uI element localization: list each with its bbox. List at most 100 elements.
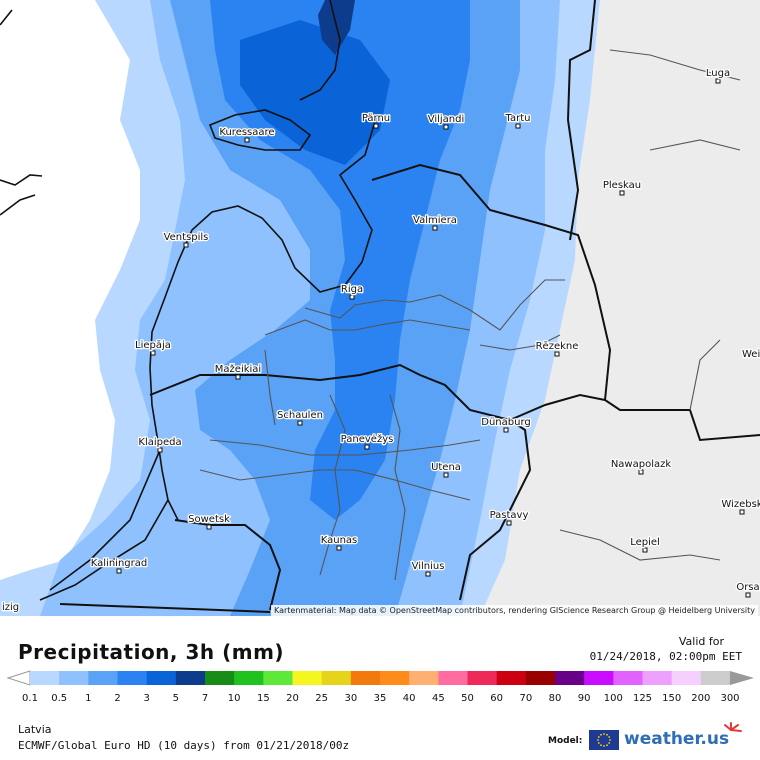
scale-swatch	[30, 671, 60, 685]
city-marker	[373, 123, 379, 129]
city-pleskau: Pleskau	[602, 179, 642, 196]
city-label: Pastavy	[490, 510, 529, 521]
city-label: Riga	[341, 284, 363, 295]
city-label: Nawapolazk	[611, 459, 672, 470]
city-label: Vilnius	[412, 561, 445, 572]
color-scale: 0.1 0.5 1 2 3 5 7 10 15 20 25 30 35 40 45 50 60 70 80 90 100…	[6, 670, 754, 704]
model-run-info: ECMWF/Global Euro HD (10 days) from 01/2…	[18, 739, 350, 752]
scale-label: 60	[490, 693, 503, 704]
eu-flag-icon	[589, 730, 619, 750]
city-marker	[503, 427, 509, 433]
city-marker	[150, 350, 156, 356]
city-pastavy: Pastavy	[488, 509, 530, 526]
coastlines	[0, 0, 377, 601]
scale-label: 0.5	[51, 693, 67, 704]
city-utena: Utena	[430, 461, 462, 478]
scale-swatch	[263, 671, 293, 685]
city-label: Orsa	[736, 582, 759, 593]
city-marker	[554, 351, 560, 357]
scale-label: 20	[286, 693, 299, 704]
city-marker	[432, 225, 438, 231]
scale-label: 50	[461, 693, 474, 704]
scale-swatch	[642, 671, 673, 685]
scale-swatch	[117, 671, 148, 685]
city-label: Ventspils	[164, 232, 209, 243]
sun-rays-icon	[724, 722, 742, 732]
city-kaunas: Kaunas	[319, 534, 359, 551]
city-wizebsk: Wizebsk	[720, 498, 760, 515]
scale-label: 150	[662, 693, 681, 704]
region-name: Latvia	[18, 723, 52, 736]
city-label: Lepiel	[630, 537, 660, 548]
city-marker	[443, 124, 449, 130]
city-vilnius: Vilnius	[410, 560, 446, 577]
partial-city-label: Wei	[742, 349, 760, 360]
partial-city-label: izig	[2, 602, 19, 613]
scale-label: 80	[549, 693, 562, 704]
city-marker	[244, 137, 250, 143]
city-marker	[116, 568, 122, 574]
city-kaliningrad: Kaliningrad	[89, 557, 149, 574]
city-marker	[638, 469, 644, 475]
legend-panel: Precipitation, 3h (mm) Valid for 01/24/2…	[0, 616, 760, 760]
model-label: Model:	[548, 736, 583, 746]
city-marker	[745, 592, 751, 598]
scale-label: 1	[85, 693, 91, 704]
city-ma-eikiai: Mažeikiai	[213, 362, 263, 380]
city-label: Kuressaare	[219, 127, 274, 138]
scale-swatch	[496, 671, 527, 685]
city-label: Viljandi	[428, 114, 465, 125]
scale-label: 125	[633, 693, 652, 704]
scale-swatch	[146, 671, 177, 685]
city-marker	[425, 571, 431, 577]
scale-label: 100	[604, 693, 623, 704]
precip-2-field	[210, 0, 470, 520]
scale-label: 35	[374, 693, 387, 704]
precipitation-map: Kuressaare Pärnu Viljandi Tartu Luga Pleskau V…	[0, 0, 760, 616]
scale-swatch	[88, 671, 118, 685]
weather-us-logo[interactable]: weather.us	[624, 729, 730, 749]
city-marker	[183, 242, 189, 248]
scale-swatch	[555, 671, 585, 685]
city-marker	[336, 545, 342, 551]
scale-label: 200	[691, 693, 710, 704]
city-valmiera: Valmiera	[412, 214, 458, 231]
scale-label: 5	[173, 693, 179, 704]
scale-swatch	[292, 671, 323, 685]
scale-label: 2	[114, 693, 120, 704]
city-label: Valmiera	[413, 215, 457, 226]
city-ventspils: Ventspils	[162, 231, 210, 248]
city-label: Utena	[431, 462, 461, 473]
city-marker	[715, 78, 721, 84]
scale-max-arrow	[730, 671, 754, 685]
city-sowetsk: Sowetsk	[187, 513, 231, 530]
city-label: Kaliningrad	[91, 558, 147, 569]
city-label: Pärnu	[362, 113, 390, 124]
map-attribution: Kartenmaterial: Map data © OpenStreetMap…	[270, 605, 758, 616]
city-marker	[739, 509, 745, 515]
city-label: Schaulen	[277, 410, 323, 421]
city-label: Pleskau	[603, 180, 641, 191]
city-schaulen: Schaulen	[276, 409, 324, 426]
city-marker	[642, 547, 648, 553]
city-lepiel: Lepiel	[629, 536, 661, 553]
city-tartu: Tartu	[503, 112, 532, 129]
scale-label: 15	[257, 693, 270, 704]
city-label: Dünaburg	[481, 417, 530, 428]
land-no-data	[480, 0, 760, 616]
city-label: Luga	[706, 68, 730, 79]
city-klaipeda: Klaipeda	[137, 436, 183, 453]
scale-label: 300	[720, 693, 739, 704]
scale-swatch	[234, 671, 264, 685]
scale-swatch	[467, 671, 498, 685]
city-label: Rēzekne	[536, 341, 579, 352]
city-label: Wizebsk	[721, 499, 760, 510]
city-marker	[349, 294, 355, 300]
scale-swatch	[175, 671, 206, 685]
city-riga: Riga	[340, 283, 364, 300]
city-orsa: Orsa	[735, 581, 760, 598]
scale-swatch	[700, 671, 731, 685]
valid-time: 01/24/2018, 02:00pm EET	[589, 650, 742, 663]
city-label: Klaipeda	[138, 437, 181, 448]
city-label: Sowetsk	[188, 514, 230, 525]
